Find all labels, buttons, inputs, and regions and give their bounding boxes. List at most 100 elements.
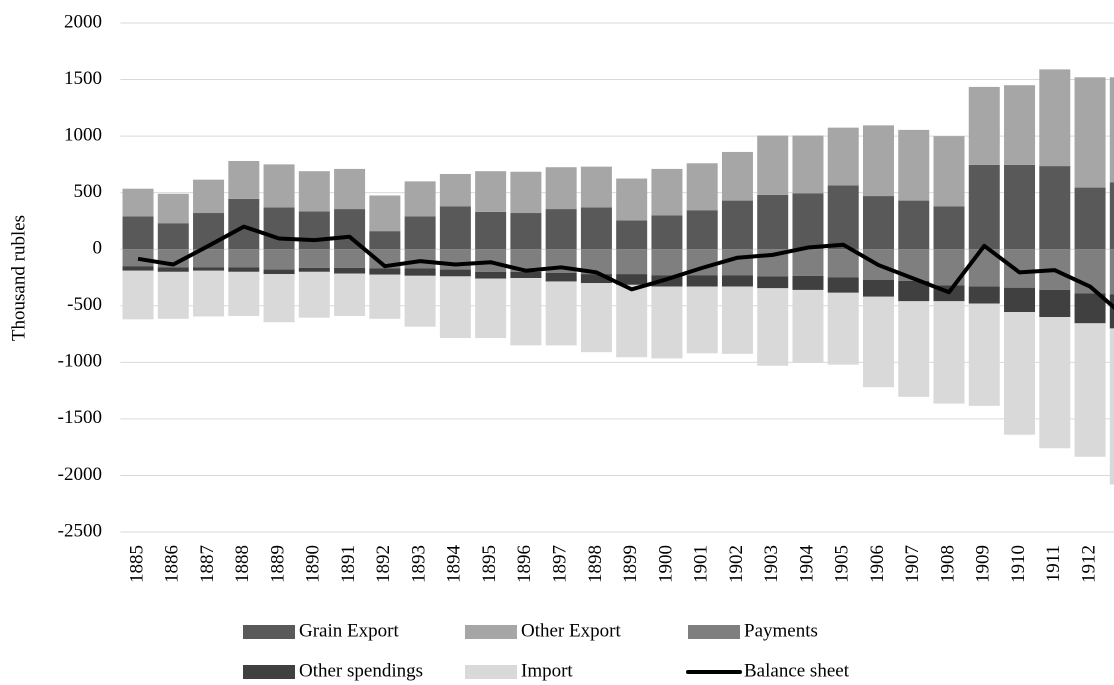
bar (1109, 294, 1114, 329)
bar (757, 288, 789, 366)
bar (298, 271, 330, 318)
x-tick-label: 1906 (867, 545, 888, 583)
y-tick-label: 1000 (64, 124, 102, 145)
bar (1109, 77, 1114, 183)
bar (439, 249, 471, 270)
bar (545, 209, 577, 250)
x-tick-label: 1911 (1043, 545, 1064, 582)
bar (193, 179, 225, 214)
bar (1004, 311, 1036, 435)
bar (721, 286, 753, 354)
bar (298, 171, 330, 212)
bar (616, 249, 648, 275)
bar (792, 135, 824, 194)
bar (1004, 85, 1036, 165)
x-tick-label: 1891 (338, 545, 359, 583)
y-tick-label: 500 (74, 181, 103, 202)
bar (580, 283, 612, 353)
y-tick-label: -2500 (58, 520, 102, 541)
bar (369, 274, 401, 319)
bar (651, 286, 683, 359)
bar (122, 270, 154, 320)
bar (580, 166, 612, 208)
y-tick-label: -1000 (58, 351, 102, 372)
bar (228, 267, 260, 272)
bar (827, 277, 859, 293)
bar (193, 249, 225, 268)
bar (792, 249, 824, 276)
bar (898, 200, 930, 250)
y-tick-label: 1500 (64, 68, 102, 89)
x-tick-label: 1905 (832, 545, 853, 583)
bar (1109, 182, 1114, 250)
bar (827, 292, 859, 365)
bar (686, 286, 718, 354)
balance-line (137, 224, 1114, 310)
bar (898, 301, 930, 397)
bar (862, 125, 894, 197)
bar (510, 278, 542, 346)
bar (862, 279, 894, 297)
bar (334, 168, 366, 210)
bar (510, 249, 542, 272)
bar (968, 286, 1000, 304)
x-tick-label: 1892 (373, 545, 394, 583)
bar (298, 249, 330, 268)
bar (1074, 323, 1106, 457)
bar (580, 207, 612, 250)
legend-label: Grain Export (299, 620, 399, 641)
y-tick-label: 0 (93, 238, 103, 259)
bar (1004, 287, 1036, 312)
bar (157, 271, 189, 319)
bar (404, 216, 436, 250)
legend-swatch (243, 625, 295, 639)
bar (369, 268, 401, 275)
bar (721, 275, 753, 287)
x-tick-label: 1894 (444, 545, 465, 584)
bar (298, 267, 330, 272)
x-tick-label: 1899 (620, 545, 641, 583)
legend-label: Other Export (521, 620, 621, 641)
bar (122, 216, 154, 250)
bar (651, 249, 683, 276)
bar (545, 281, 577, 346)
bar (686, 210, 718, 250)
bar (263, 269, 295, 275)
bar (651, 215, 683, 250)
x-tick-label: 1910 (1008, 545, 1029, 583)
x-tick-label: 1904 (796, 545, 817, 584)
bar (334, 273, 366, 316)
bar (193, 270, 225, 317)
x-tick-label: 1887 (197, 545, 218, 583)
bar (334, 267, 366, 274)
bar (757, 135, 789, 195)
bar (369, 231, 401, 250)
y-tick-label: -500 (67, 294, 102, 315)
bar (898, 129, 930, 201)
x-tick-label: 1909 (973, 545, 994, 583)
legend-swatch (465, 665, 517, 679)
bar (263, 274, 295, 323)
bars (122, 69, 1114, 485)
x-tick-label: 1907 (902, 545, 923, 583)
bar (580, 274, 612, 284)
bar (968, 164, 1000, 250)
bar (721, 200, 753, 250)
x-tick-label: 1893 (408, 545, 429, 583)
x-tick-label: 1886 (162, 545, 183, 583)
bar (1004, 249, 1036, 288)
x-tick-label: 1903 (761, 545, 782, 583)
bar (193, 267, 225, 271)
bar (510, 271, 542, 279)
bar (616, 220, 648, 250)
x-tick-label: 1902 (726, 545, 747, 583)
bar (827, 127, 859, 186)
bar (228, 249, 260, 268)
legend-swatch (243, 665, 295, 679)
bar (439, 269, 471, 277)
bar (193, 213, 225, 250)
bar (1039, 69, 1071, 167)
bar (475, 171, 507, 212)
legend-swatch (465, 625, 517, 639)
legend-label: Other spendings (299, 660, 423, 681)
